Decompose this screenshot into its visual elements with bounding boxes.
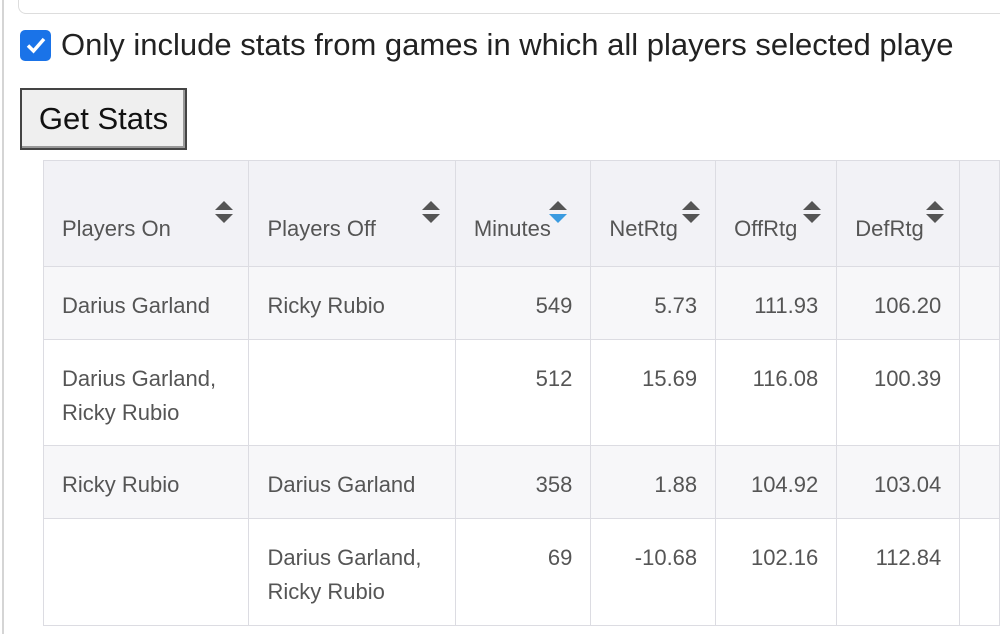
cell-text: Darius Garland: [62, 293, 210, 318]
column-header[interactable]: OffRtg: [715, 160, 838, 267]
page-border: [2, 0, 4, 634]
player-input[interactable]: [18, 0, 1000, 14]
table-cell: 102.16: [715, 518, 838, 626]
cell-text: Darius Garland: [267, 472, 416, 497]
table-cell: -10.68: [590, 518, 717, 626]
column-header[interactable]: Players Off: [248, 160, 456, 267]
table-cell: Darius Garland, Ricky Rubio: [248, 518, 456, 626]
cell-text: 106.20: [873, 293, 942, 318]
table-cell: Darius Garland: [248, 445, 456, 519]
table-cell: Darius Garland, Ricky Rubio: [42, 339, 250, 446]
sort-icon[interactable]: [802, 199, 822, 225]
cell-text: 100.39: [873, 366, 942, 391]
get-stats-button[interactable]: Get Stats: [20, 88, 187, 150]
column-header-label: Minutes: [473, 216, 551, 241]
cell-text: 1.88: [654, 472, 698, 497]
cell-text: 112.84: [875, 545, 942, 570]
table-cell: 100.39: [836, 339, 961, 446]
sort-icon[interactable]: [421, 199, 441, 225]
cell-text: 5.73: [654, 293, 698, 318]
table-cell: 106.20: [836, 266, 961, 340]
table-row: Darius Garland Ricky Rubio 549 5.73 111.93 10…: [42, 266, 1000, 340]
cell-text: 69: [547, 545, 573, 570]
column-header[interactable]: Players On: [42, 160, 250, 267]
checkbox[interactable]: [20, 29, 51, 61]
column-header-label: Players On: [62, 216, 171, 241]
cell-text: 15.69: [642, 366, 698, 391]
filter-option: Only include stats from games in which a…: [20, 27, 954, 63]
column-header-label: NetRtg: [609, 216, 678, 241]
table-cell: 15.69: [590, 339, 717, 446]
sort-icon[interactable]: [925, 199, 945, 225]
column-header-label: DefRtg: [855, 216, 924, 241]
table-cell: 111.93: [715, 266, 838, 340]
cell-text: Ricky Rubio: [267, 293, 385, 318]
table-cell: 358: [454, 445, 592, 519]
column-header[interactable]: DefRtg: [836, 160, 961, 267]
table-row: Darius Garland, Ricky Rubio 69 -10.68 102.1…: [42, 518, 1000, 626]
cell-text: Darius Garland, Ricky Rubio: [267, 545, 422, 604]
cell-text: Ricky Rubio: [62, 472, 180, 497]
sort-icon[interactable]: [548, 199, 568, 225]
header-row: Players On Players Off Minutes NetRtg OffRtg…: [42, 160, 1000, 267]
column-header-label: OffRtg: [734, 216, 798, 241]
table-cell: 5.73: [590, 266, 717, 340]
sort-icon[interactable]: [214, 199, 234, 225]
cell-text: 116.08: [752, 366, 819, 391]
table-cell: 103.04: [836, 445, 961, 519]
table-cell: 116.08: [715, 339, 838, 446]
table-row: Darius Garland, Ricky Rubio 512 15.69 116.0…: [42, 339, 1000, 446]
table-cell-overflow: [959, 339, 1000, 446]
sort-icon[interactable]: [681, 199, 701, 225]
cell-text: 111.93: [754, 293, 819, 318]
table-cell: 104.92: [715, 445, 838, 519]
table-cell: [248, 339, 456, 446]
table-cell: Darius Garland: [42, 266, 250, 340]
table-cell: [42, 518, 250, 626]
check-mark: [26, 37, 45, 54]
cell-text: 358: [535, 472, 573, 497]
header-cell-overflow: [959, 160, 1000, 267]
cell-text: Darius Garland, Ricky Rubio: [62, 366, 217, 425]
table-cell-overflow: [959, 518, 1000, 626]
cell-text: 549: [535, 293, 573, 318]
cell-text: -10.68: [634, 545, 698, 570]
cell-text: 102.16: [750, 545, 819, 570]
table-cell: 549: [454, 266, 592, 340]
stats-table: Players On Players Off Minutes NetRtg OffRtg…: [42, 160, 1000, 626]
cell-text: 512: [535, 366, 573, 391]
table-body: Darius Garland Ricky Rubio 549 5.73 111.93 10…: [42, 266, 1000, 626]
table-cell-overflow: [959, 266, 1000, 340]
cell-text: 104.92: [750, 472, 819, 497]
table-cell-overflow: [959, 445, 1000, 519]
table-cell: Ricky Rubio: [248, 266, 456, 340]
table-cell: 69: [454, 518, 592, 626]
column-header[interactable]: NetRtg: [590, 160, 717, 267]
checkbox-label[interactable]: Only include stats from games in which a…: [61, 27, 954, 62]
table-cell: 512: [454, 339, 592, 446]
column-header[interactable]: Minutes: [454, 160, 592, 267]
table-cell: 1.88: [590, 445, 717, 519]
cell-text: 103.04: [873, 472, 942, 497]
table-cell: 112.84: [836, 518, 961, 626]
table-cell: Ricky Rubio: [42, 445, 250, 519]
table-row: Ricky Rubio Darius Garland 358 1.88 104.92 10…: [42, 445, 1000, 519]
column-header-label: Players Off: [267, 216, 376, 241]
